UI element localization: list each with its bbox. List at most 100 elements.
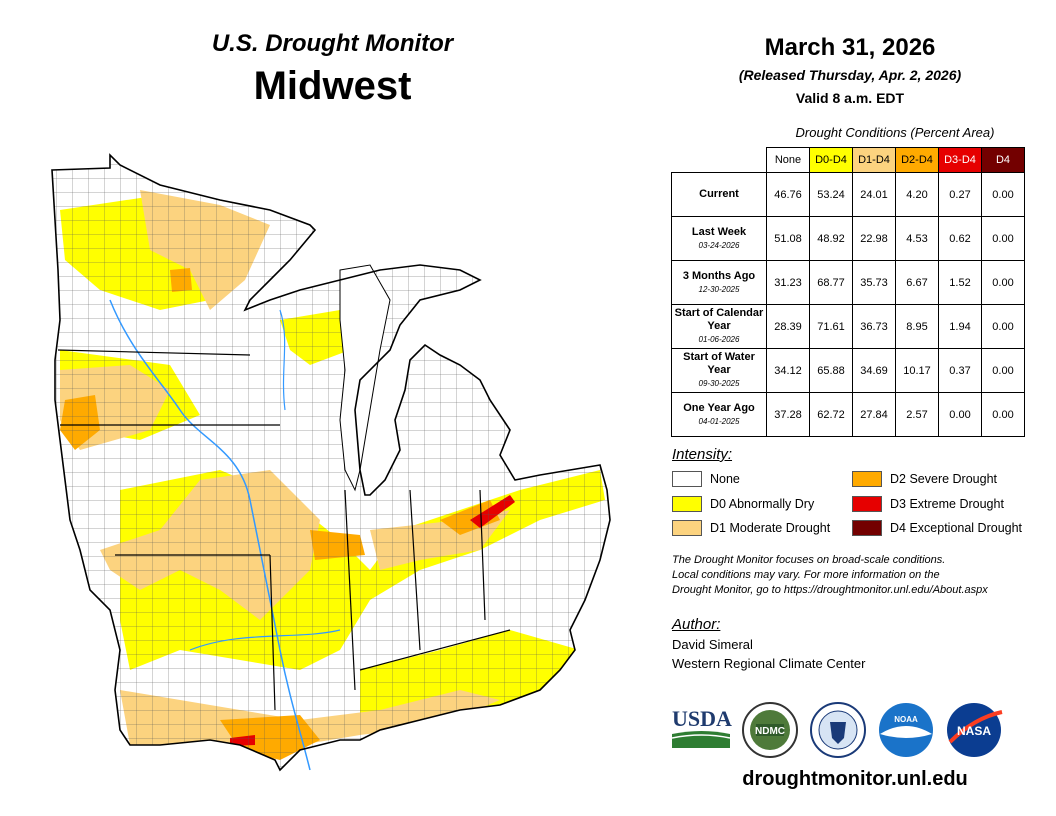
note-line: Local conditions may vary. For more info…	[672, 569, 940, 581]
cell-d4: 0.00	[981, 260, 1025, 305]
note-line: Drought Monitor, go to https://droughtmo…	[672, 584, 988, 596]
table-row: Last Week 03-24-2026 51.08 48.92 22.98 4.…	[671, 216, 1025, 261]
legend-swatch-d1	[672, 520, 702, 536]
nasa-logo-text: NASA	[957, 724, 991, 738]
col-header-d0-d4: D0-D4	[809, 147, 853, 173]
cell-d4: 0.00	[981, 392, 1025, 437]
row-label: 3 Months Ago 12-30-2025	[671, 260, 767, 305]
row-label: One Year Ago 04-01-2025	[671, 392, 767, 437]
noaa-logo-text: NOAA	[894, 715, 918, 724]
legend-label: D3 Extreme Drought	[890, 497, 1004, 511]
cell-d4: 0.00	[981, 304, 1025, 349]
map-title: U.S. Drought Monitor	[211, 30, 454, 57]
cell-d0-d4: 48.92	[809, 216, 853, 261]
cell-d4: 0.00	[981, 348, 1025, 393]
ndmc-logo: NDMC	[742, 702, 798, 758]
noaa-logo: NOAA	[879, 703, 933, 757]
cell-none: 51.08	[766, 216, 810, 261]
cell-d2-d4: 4.20	[895, 172, 939, 217]
cell-d0-d4: 68.77	[809, 260, 853, 305]
commerce-seal-logo	[810, 702, 866, 758]
table-row: Current 46.76 53.24 24.01 4.20 0.27 0.00	[671, 172, 1025, 217]
usda-logo: USDA	[671, 706, 732, 748]
col-header-d4: D4	[981, 147, 1025, 173]
table-row: Start of Water Year 09-30-2025 34.12 65.8…	[671, 348, 1025, 393]
cell-d3-d4: 0.37	[938, 348, 982, 393]
author-organization: Western Regional Climate Center	[672, 656, 866, 671]
row-label: Start of Calendar Year 01-06-2026	[671, 304, 767, 349]
legend-swatch-d3	[852, 496, 882, 512]
usda-logo-text: USDA	[672, 706, 732, 731]
legend-swatch-d2	[852, 471, 882, 487]
row-label-text: Start of Water Year	[683, 351, 755, 376]
cell-d3-d4: 1.52	[938, 260, 982, 305]
cell-d0-d4: 53.24	[809, 172, 853, 217]
legend-label: D2 Severe Drought	[890, 472, 998, 486]
website-url[interactable]: droughtmonitor.unl.edu	[742, 768, 968, 790]
legend-title: Intensity:	[672, 446, 733, 463]
table-row: One Year Ago 04-01-2025 37.28 62.72 27.84…	[671, 392, 1025, 437]
col-header-d3-d4: D3-D4	[938, 147, 982, 173]
cell-d1-d4: 24.01	[852, 172, 896, 217]
row-label: Start of Water Year 09-30-2025	[671, 348, 767, 393]
row-date: 09-30-2025	[698, 379, 740, 388]
cell-d1-d4: 36.73	[852, 304, 896, 349]
author-name: David Simeral	[672, 637, 753, 652]
cell-d1-d4: 35.73	[852, 260, 896, 305]
agency-logos: USDA NDMC NOAA NASA	[671, 698, 1012, 762]
cell-none: 31.23	[766, 260, 810, 305]
cell-d1-d4: 22.98	[852, 216, 896, 261]
legend-swatch-d0	[672, 496, 702, 512]
row-date: 03-24-2026	[698, 240, 740, 250]
cell-d0-d4: 71.61	[809, 304, 853, 349]
legend-swatch-none	[672, 471, 702, 487]
cell-d2-d4: 8.95	[895, 304, 939, 349]
col-header-none: None	[766, 147, 810, 173]
row-date: 12-30-2025	[698, 284, 740, 294]
ndmc-logo-text: NDMC	[755, 726, 785, 737]
col-header-d2-d4: D2-D4	[895, 147, 939, 173]
cell-d3-d4: 1.94	[938, 304, 982, 349]
row-label: Current	[671, 172, 767, 217]
map-date: March 31, 2026	[764, 34, 936, 61]
drought-conditions-table: None D0-D4 D1-D4 D2-D4 D3-D4 D4 Current …	[671, 147, 1025, 437]
region-outline	[51, 153, 611, 772]
row-label-text: 3 Months Ago	[682, 269, 756, 282]
lake-michigan	[339, 264, 391, 492]
row-label: Last Week 03-24-2026	[671, 216, 767, 261]
cell-d1-d4: 34.69	[852, 348, 896, 393]
cell-d0-d4: 62.72	[809, 392, 853, 437]
table-row: Start of Calendar Year 01-06-2026 28.39 7…	[671, 304, 1025, 349]
midwest-map-svg	[51, 153, 611, 772]
legend-label: D0 Abnormally Dry	[710, 497, 815, 511]
row-date: 04-01-2025	[698, 416, 740, 426]
cell-d2-d4: 2.57	[895, 392, 939, 437]
table-header-row: None D0-D4 D1-D4 D2-D4 D3-D4 D4	[671, 147, 1025, 173]
cell-d4: 0.00	[981, 172, 1025, 217]
release-date: (Released Thursday, Apr. 2, 2026)	[738, 67, 962, 83]
cell-d3-d4: 0.00	[938, 392, 982, 437]
table-title: Drought Conditions (Percent Area)	[795, 125, 995, 140]
note-line: The Drought Monitor focuses on broad-sca…	[672, 554, 946, 566]
cell-d4: 0.00	[981, 216, 1025, 261]
header-blank-cell	[671, 147, 767, 173]
author-heading: Author:	[672, 616, 721, 633]
cell-d2-d4: 10.17	[895, 348, 939, 393]
row-label-text: Last Week	[691, 225, 747, 238]
cell-d2-d4: 6.67	[895, 260, 939, 305]
row-label-text: One Year Ago	[683, 401, 755, 414]
cell-none: 34.12	[766, 348, 810, 393]
cell-none: 37.28	[766, 392, 810, 437]
disclaimer-note: The Drought Monitor focuses on broad-sca…	[672, 553, 1042, 598]
col-header-d1-d4: D1-D4	[852, 147, 896, 173]
cell-none: 46.76	[766, 172, 810, 217]
nasa-logo: NASA	[947, 703, 1003, 757]
cell-none: 28.39	[766, 304, 810, 349]
row-label-text: Current	[699, 188, 739, 200]
drought-map	[40, 150, 660, 780]
legend-label: D4 Exceptional Drought	[890, 521, 1023, 535]
cell-d3-d4: 0.27	[938, 172, 982, 217]
legend-label: None	[710, 472, 740, 486]
cell-d0-d4: 65.88	[809, 348, 853, 393]
legend-swatch-d4	[852, 520, 882, 536]
